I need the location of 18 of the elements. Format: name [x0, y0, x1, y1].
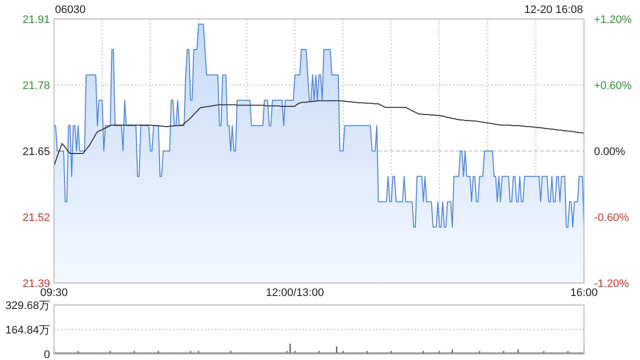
xtick: 16:00 [570, 287, 598, 299]
y2tick: +1.20% [594, 14, 632, 26]
y2tick: 0.00% [594, 146, 626, 158]
y2tick: -1.20% [594, 278, 629, 290]
xtick: 12:00/13:00 [266, 287, 324, 299]
ytick: 164.84万 [5, 324, 50, 336]
ytick: 21.78 [22, 80, 50, 92]
ytick: 329.68万 [5, 300, 50, 312]
ytick: 21.65 [22, 146, 50, 158]
xtick: 09:30 [40, 287, 68, 299]
ytick: 21.91 [22, 14, 50, 26]
title: 06030 [55, 4, 86, 16]
ytick: 21.39 [22, 278, 50, 290]
annotation: 12-20 16:08 [524, 4, 583, 16]
ytick: 0 [44, 349, 50, 360]
y2tick: -0.60% [594, 212, 629, 224]
y2tick: +0.60% [594, 80, 632, 92]
ytick: 21.52 [22, 212, 50, 224]
